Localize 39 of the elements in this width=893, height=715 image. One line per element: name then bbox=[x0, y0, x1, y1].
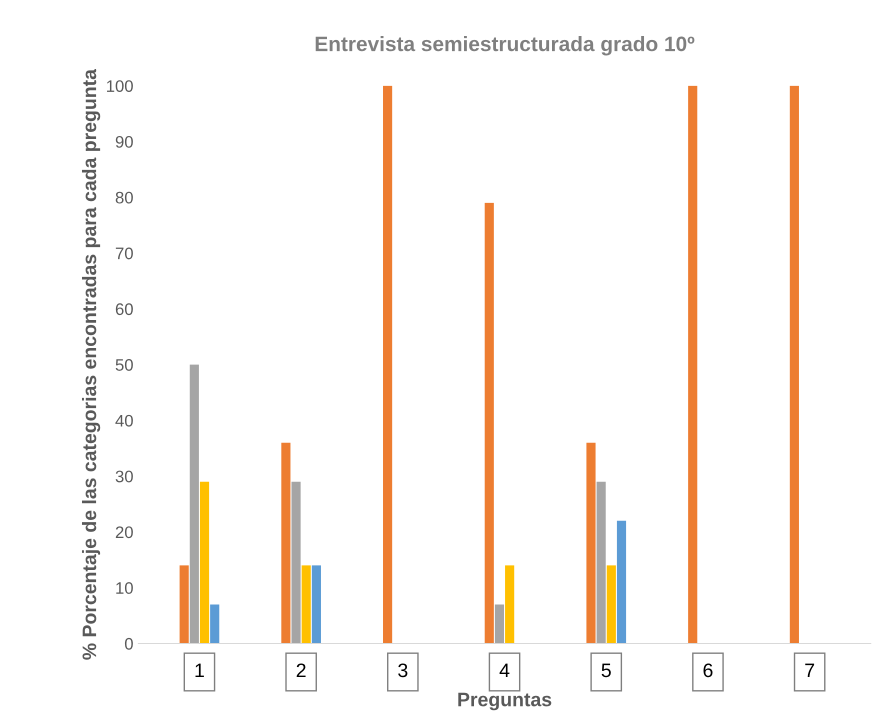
bar bbox=[586, 442, 596, 644]
y-tick-label: 80 bbox=[116, 192, 133, 204]
y-tick-label: 30 bbox=[116, 470, 133, 482]
bar bbox=[180, 565, 189, 644]
bar bbox=[494, 604, 504, 644]
bar bbox=[790, 86, 799, 644]
bar bbox=[688, 86, 698, 644]
bar bbox=[281, 442, 290, 644]
bar bbox=[302, 565, 311, 644]
y-tick-label: 40 bbox=[115, 414, 133, 427]
bar bbox=[596, 482, 606, 644]
x-tick-label: 7 bbox=[805, 664, 814, 678]
y-tick-label: 70 bbox=[116, 248, 133, 260]
x-tick-label: 2 bbox=[296, 663, 306, 678]
bar bbox=[383, 86, 392, 644]
y-tick-label: 90 bbox=[116, 136, 133, 148]
y-tick-label: 60 bbox=[116, 303, 133, 316]
y-tick-label: 20 bbox=[116, 526, 133, 538]
x-tick-label: 3 bbox=[398, 663, 408, 678]
y-tick-label: 0 bbox=[124, 638, 133, 650]
x-axis-title: Preguntas bbox=[458, 692, 552, 710]
chart-title: Entrevista semiestructurada grado 10º bbox=[316, 36, 694, 56]
bar bbox=[200, 482, 210, 644]
y-tick-label: 50 bbox=[116, 359, 133, 371]
bar bbox=[291, 482, 301, 644]
y-tick-label: 100 bbox=[107, 80, 133, 92]
x-tick-label: 4 bbox=[500, 664, 510, 678]
bar bbox=[505, 565, 514, 644]
bar bbox=[484, 202, 494, 644]
bar bbox=[190, 364, 199, 644]
bar bbox=[210, 604, 220, 644]
y-axis-title: % Porcentaje de las categorias encontradas para cada pregunta bbox=[82, 68, 100, 660]
y-tick-label: 10 bbox=[116, 582, 133, 594]
bar bbox=[312, 565, 321, 644]
x-tick-label: 6 bbox=[704, 663, 713, 678]
bar bbox=[606, 565, 616, 644]
x-tick-label: 1 bbox=[196, 664, 204, 678]
bar bbox=[616, 520, 626, 644]
x-tick-label: 5 bbox=[602, 664, 611, 678]
